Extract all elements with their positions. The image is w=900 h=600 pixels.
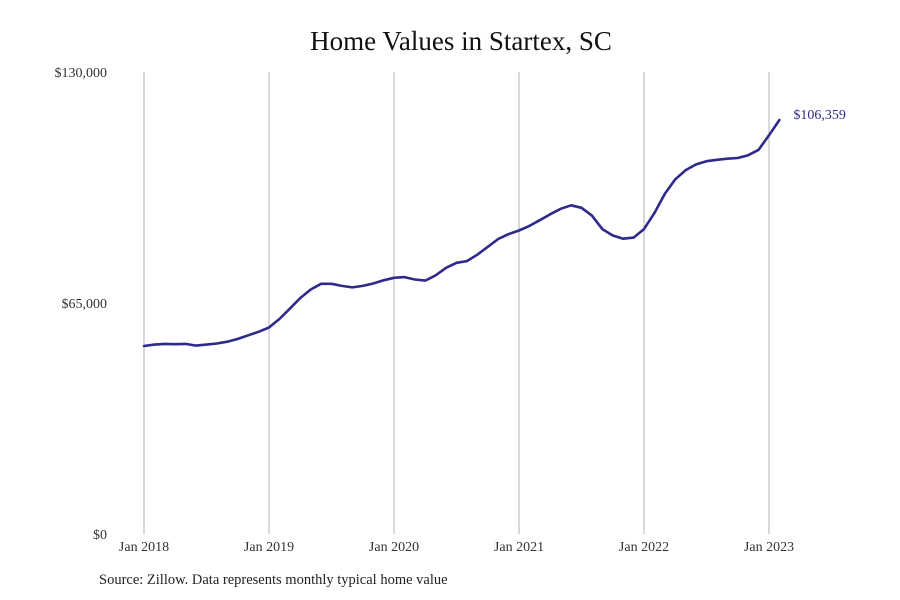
annotation-layer: $106,359	[793, 108, 846, 123]
y-tick-label: $0	[93, 528, 107, 543]
x-tick-label: Jan 2019	[244, 540, 294, 555]
y-tick-label: $65,000	[62, 297, 108, 312]
x-tick-label: Jan 2018	[119, 540, 169, 555]
x-tick-label: Jan 2021	[494, 540, 544, 555]
x-tick-label: Jan 2022	[619, 540, 669, 555]
series-layer	[142, 118, 781, 348]
end-value-label: $106,359	[793, 108, 846, 123]
y-tick-label: $130,000	[55, 66, 108, 81]
series-line	[142, 118, 781, 348]
x-tick-label: Jan 2023	[744, 540, 794, 555]
gridlines	[143, 72, 770, 534]
chart-title: Home Values in Startex, SC	[310, 26, 612, 56]
x-axis-ticks: Jan 2018 Jan 2019 Jan 2020 Jan 2021 Jan 2022…	[119, 540, 794, 555]
x-tick-label: Jan 2020	[369, 540, 419, 555]
source-note: Source: Zillow. Data represents monthly …	[99, 572, 448, 588]
y-axis-ticks: $0 $65,000 $130,000	[55, 66, 108, 543]
